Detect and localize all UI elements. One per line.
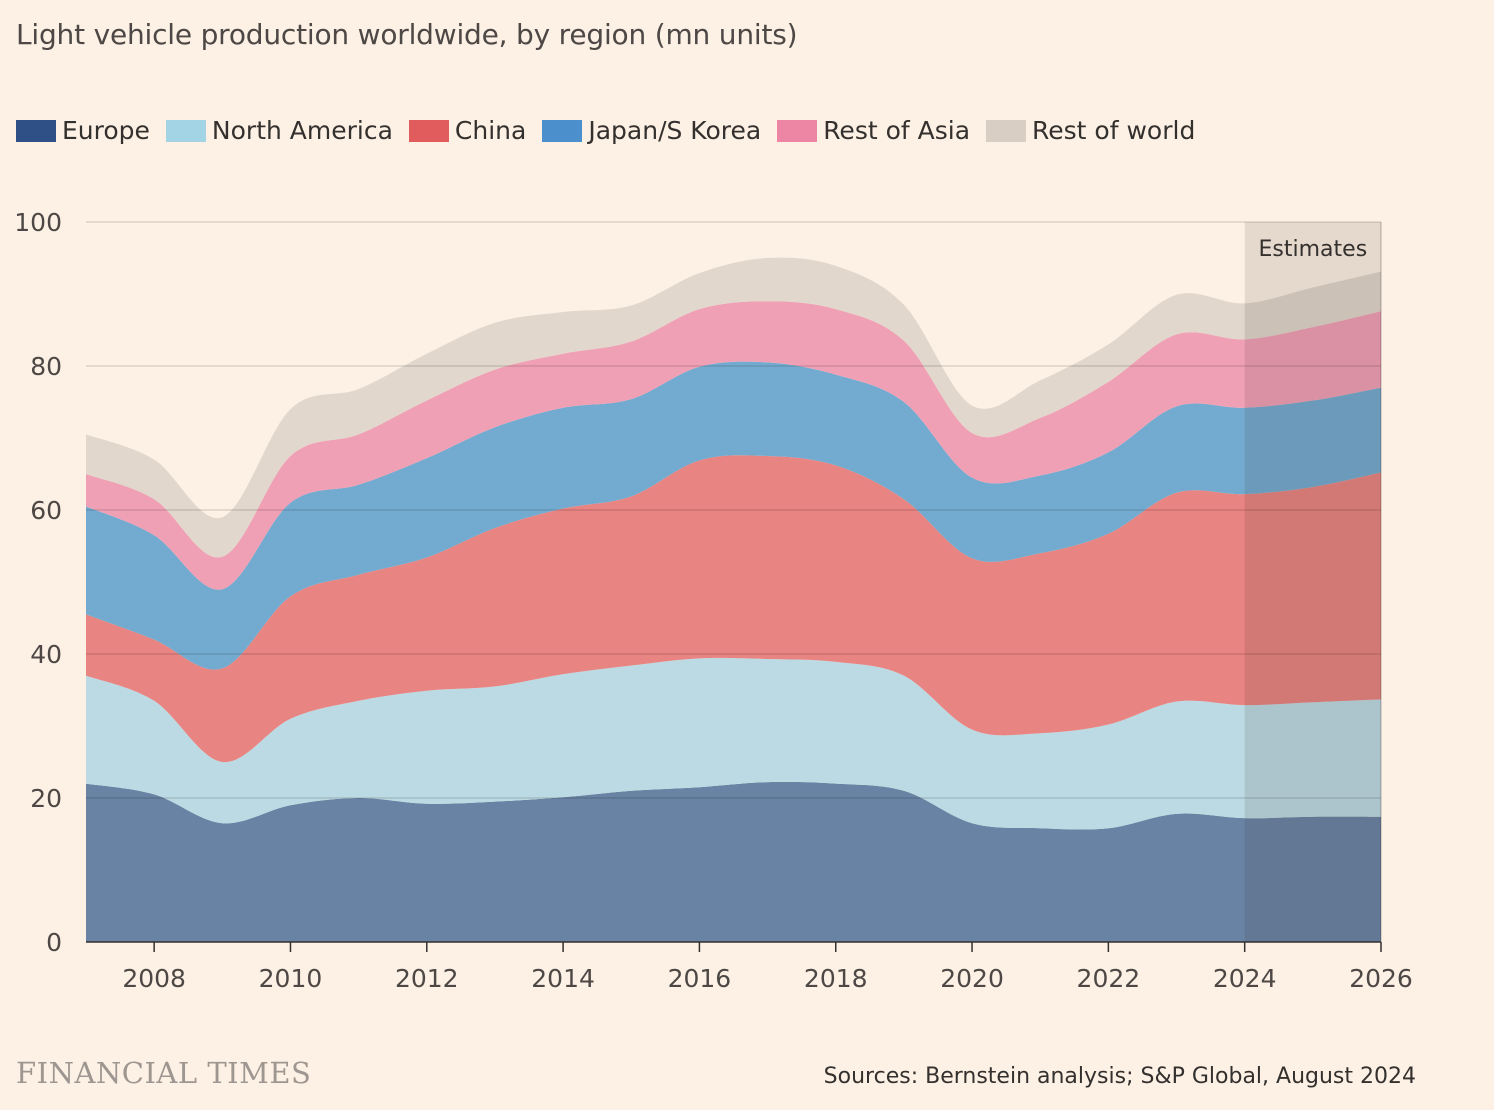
x-tick-label: 2016 bbox=[668, 964, 732, 993]
x-tick-label: 2022 bbox=[1077, 964, 1141, 993]
y-tick-label: 80 bbox=[30, 352, 62, 381]
legend-swatch bbox=[16, 119, 56, 142]
y-tick-label: 20 bbox=[30, 784, 62, 813]
legend-item-europe: Europe bbox=[16, 116, 150, 145]
chart-title: Light vehicle production worldwide, by r… bbox=[16, 18, 798, 51]
legend-label: Europe bbox=[62, 116, 150, 145]
ft-logo: FINANCIAL TIMES bbox=[16, 1056, 312, 1090]
legend-item-rest-of-world: Rest of world bbox=[986, 116, 1195, 145]
x-tick-label: 2020 bbox=[940, 964, 1004, 993]
legend-item-japan-s-korea: Japan/S Korea bbox=[542, 116, 761, 145]
legend-label: China bbox=[454, 116, 527, 145]
y-tick-label: 100 bbox=[14, 208, 62, 237]
x-tick-label: 2018 bbox=[804, 964, 868, 993]
legend-swatch bbox=[986, 119, 1027, 142]
area-layers bbox=[86, 257, 1381, 942]
x-tick-label: 2026 bbox=[1349, 964, 1413, 993]
legend-label: Rest of world bbox=[1032, 116, 1196, 145]
legend-label: Rest of Asia bbox=[823, 116, 971, 145]
area-china bbox=[86, 455, 1381, 763]
x-tick-label: 2014 bbox=[531, 964, 595, 993]
legend-label: Japan/S Korea bbox=[588, 116, 762, 145]
legend-swatch bbox=[165, 119, 206, 142]
area-rest-of-asia bbox=[86, 301, 1381, 590]
legend-item-north-america: North America bbox=[165, 116, 393, 145]
estimates-label: Estimates bbox=[1259, 237, 1368, 262]
chart-legend: Europe North America China Japan/S Korea Res… bbox=[16, 116, 1211, 145]
y-tick-label: 40 bbox=[30, 640, 62, 669]
x-tick-label: 2010 bbox=[259, 964, 323, 993]
y-axis: 0 20 40 60 80 100 bbox=[14, 208, 62, 957]
legend-swatch bbox=[542, 119, 583, 142]
legend-swatch bbox=[408, 119, 449, 142]
area-japan-s-korea bbox=[86, 361, 1381, 670]
area-europe bbox=[86, 781, 1381, 942]
x-tick-label: 2008 bbox=[122, 964, 186, 993]
y-tick-label: 0 bbox=[46, 928, 62, 957]
area-north-america bbox=[86, 657, 1381, 830]
legend-item-rest-of-asia: Rest of Asia bbox=[777, 116, 970, 145]
gridlines bbox=[86, 221, 1381, 799]
x-tick-label: 2024 bbox=[1213, 964, 1277, 993]
area-rest-of-world bbox=[86, 257, 1381, 558]
legend-swatch bbox=[777, 119, 818, 142]
legend-label: North America bbox=[211, 116, 393, 145]
source-note: Sources: Bernstein analysis; S&P Global,… bbox=[823, 1064, 1416, 1089]
estimates-band bbox=[1244, 222, 1381, 942]
legend-item-china: China bbox=[408, 116, 527, 145]
x-tick-label: 2012 bbox=[395, 964, 459, 993]
y-tick-label: 60 bbox=[30, 496, 62, 525]
x-axis: 2008 2010 2012 2014 2016 2018 2020 2022 2024 2026 bbox=[86, 941, 1413, 993]
